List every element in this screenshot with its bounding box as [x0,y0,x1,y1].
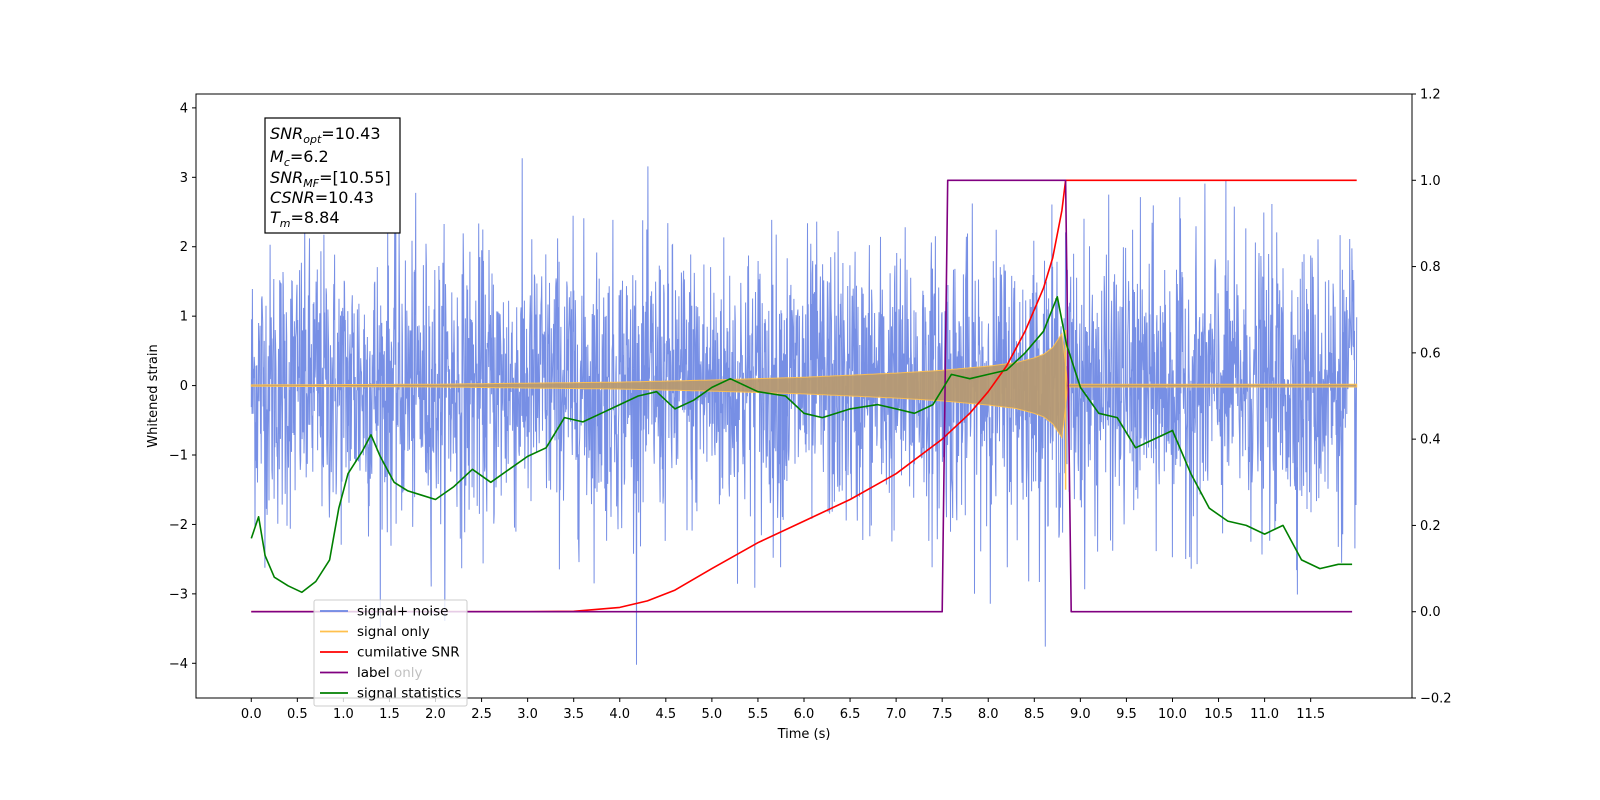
info-csnr-value: =10.43 [315,188,374,207]
y-tick-label: −3 [169,587,188,602]
y-tick-label: 4 [180,101,188,116]
y2-tick-label: 0.2 [1420,519,1441,534]
x-tick-label: 8.0 [978,707,999,722]
info-snr-opt-sub: opt [303,133,322,146]
x-tick-label: 10.5 [1204,707,1233,722]
y-tick-label: −4 [169,657,188,672]
x-tick-label: 6.0 [794,707,815,722]
x-tick-label: 9.5 [1116,707,1137,722]
legend: label only signal+ noise signal only cumila… [313,599,468,707]
plot-area [250,158,1358,665]
series-label [251,179,1353,613]
y2-tick-label: 1.0 [1420,174,1441,189]
x-tick-label: 6.5 [840,707,861,722]
x-tick-label: 4.0 [609,707,630,722]
legend-entry-label: label [357,665,390,681]
x-tick-label: 9.0 [1070,707,1091,722]
x-tick-label: 5.5 [748,707,769,722]
info-tm: Tm=8.84 [270,208,340,230]
info-csnr: CSNR=10.43 [270,188,374,207]
series-signal-only [250,332,1358,440]
info-csnr-base: CSNR [270,188,315,207]
info-snr-mf-base: SNR [270,168,303,187]
y-tick-label: −1 [169,449,188,464]
info-tm-sub: m [280,217,291,230]
x-tick-label: 3.5 [563,707,584,722]
x-tick-label: 8.5 [1024,707,1045,722]
y2-tick-label: 1.2 [1420,88,1441,103]
info-mc-base: M [270,147,284,166]
x-tick-label: 11.0 [1250,707,1279,722]
x-tick-label: 10.0 [1158,707,1187,722]
x-axis: 0.0 0.5 1.0 1.5 2.0 2.5 3.0 3.5 4.0 4.5 5.0 5.5 6.0 6… [241,698,1325,722]
y-tick-label: 2 [180,240,188,255]
x-tick-label: 0.5 [287,707,308,722]
legend-frame [313,599,468,707]
x-tick-label: 11.5 [1296,707,1325,722]
x-tick-label: 2.5 [471,707,492,722]
legend-entry-label: signal statistics [357,686,461,702]
y-axis-right: 1.2 1.0 0.8 0.6 0.4 0.2 0.0 −0.2 [1412,88,1452,707]
info-tm-value: =8.84 [291,208,340,227]
info-snr-opt: SNRopt=10.43 [270,124,381,146]
x-axis-label: Time (s) [777,727,831,742]
legend-entry-label: signal only [357,624,430,640]
info-snr-opt-value: =10.43 [321,124,380,143]
series-signal-noise [250,158,1358,665]
x-tick-label: 5.0 [702,707,723,722]
y-tick-label: 3 [180,171,188,186]
y-tick-label: 1 [180,310,188,325]
info-mc-sub: c [284,156,290,169]
series-cumulative-snr [251,179,1357,613]
x-tick-label: 2.0 [425,707,446,722]
x-tick-label: 1.5 [379,707,400,722]
info-snr-mf-sub: MF [303,177,319,190]
info-snr-mf-value: =[10.55] [319,168,391,187]
x-tick-label: 7.0 [886,707,907,722]
legend-entry-label: signal+ noise [357,604,448,620]
y-axis-left: 4 3 2 1 0 −1 −2 −3 −4 [169,101,196,672]
info-tm-base: T [270,208,281,227]
info-box: SNRopt=10.43 Mc=6.2 SNRMF=[10.55] CSNR=1… [264,117,401,234]
legend-entry-label: cumilative SNR [357,645,460,661]
y2-tick-label: 0.8 [1420,260,1441,275]
info-snr-mf: SNRMF=[10.55] [270,168,391,190]
x-tick-label: 0.0 [241,707,262,722]
y2-tick-label: 0.0 [1420,605,1441,620]
series-signal-statistics [250,295,1353,594]
y2-tick-label: 0.4 [1420,433,1441,448]
y2-tick-label: 0.6 [1420,346,1441,361]
info-mc-value: =6.2 [290,147,329,166]
x-tick-label: 4.5 [655,707,676,722]
y2-tick-label: −0.2 [1420,692,1452,707]
x-tick-label: 3.0 [517,707,538,722]
info-mc: Mc=6.2 [270,147,329,169]
y-tick-label: −2 [169,518,188,533]
legend-ghost-label: label only [357,665,423,681]
info-box-frame [264,117,401,234]
y-axis-label: Whitened strain [146,344,161,447]
x-tick-label: 7.5 [932,707,953,722]
y-tick-label: 0 [180,379,188,394]
x-tick-label: 1.0 [333,707,354,722]
info-snr-opt-base: SNR [270,124,303,143]
